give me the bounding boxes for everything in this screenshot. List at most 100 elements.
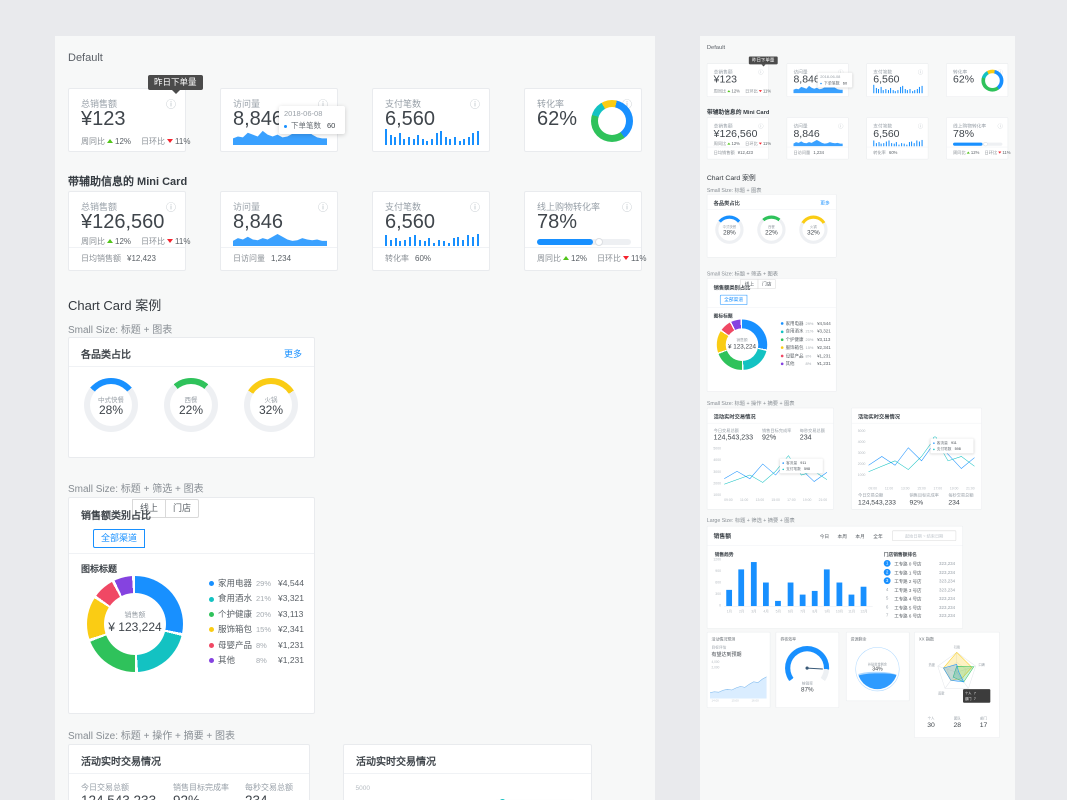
rank-value: 323,234 [939, 578, 956, 584]
bar [409, 237, 412, 246]
trend-value: 12% [115, 137, 132, 146]
mini-card: 访问量 ⓘ 8,846 日访问量 1,234 [220, 191, 338, 271]
legend-name: 家用电器 [218, 578, 253, 588]
bar [433, 243, 436, 246]
section-default-label: Default [706, 44, 726, 51]
info-icon[interactable]: ⓘ [166, 203, 176, 214]
info-icon[interactable]: ⓘ [166, 100, 176, 111]
footer-label: 日访问量 [233, 254, 265, 263]
tooltip-value: 911 [800, 461, 807, 465]
card-value: 8,846 [793, 73, 820, 86]
legend-name: 家用电器 [785, 320, 804, 326]
range-tab-2[interactable]: 本月 [855, 533, 865, 539]
mini-card: 总销售额 ⓘ ¥123 周同比 12% 日环比 11% [68, 88, 190, 152]
gauge-hole [170, 384, 212, 426]
radar-stat-value: 17 [979, 720, 988, 729]
info-icon[interactable]: ⓘ [917, 69, 924, 76]
info-icon[interactable]: ⓘ [758, 123, 764, 130]
bar [890, 143, 893, 147]
bar [914, 90, 916, 94]
info-icon[interactable]: ⓘ [318, 96, 328, 111]
trade-card-summary-bottom: 活动实时交易情况50004000300020001000客流量911支付笔数59… [343, 744, 592, 800]
info-icon[interactable]: ⓘ [318, 203, 328, 214]
more-link[interactable]: 更多 [283, 349, 302, 359]
card-value: ¥126,560 [81, 211, 165, 233]
trend-item: 日环比 11% [745, 89, 771, 95]
legend-value: ¥1,231 [278, 655, 304, 665]
channel-tab-0[interactable]: 全部渠道 [93, 529, 146, 548]
range-tab-1[interactable]: 本周 [837, 533, 848, 539]
bar [467, 137, 470, 145]
info-icon[interactable]: ⓘ [470, 203, 480, 214]
bar [885, 89, 887, 94]
channel-tab-2[interactable]: 门店 [757, 279, 776, 290]
sales-bar [775, 600, 781, 607]
legend-dot [209, 642, 214, 648]
legend-name: 母婴产品 [785, 352, 804, 359]
card-title: 资源剩余 [850, 636, 867, 642]
tooltip-row: 客流量 911 [933, 440, 971, 445]
card-value: ¥123 [713, 73, 738, 86]
sales-bar [787, 582, 794, 607]
pie-donut-chart: 销售额 ¥ 123,224 [87, 576, 183, 672]
rank-name: 工专路 6 号店 [894, 613, 922, 619]
info-icon[interactable]: ⓘ [622, 203, 632, 214]
info-icon[interactable]: ⓘ [917, 123, 924, 130]
bar [476, 131, 479, 145]
bar [893, 143, 895, 147]
summary-value: 92% [761, 433, 777, 442]
range-tab-0[interactable]: 今日 [819, 533, 830, 539]
info-icon[interactable]: ⓘ [997, 123, 1003, 130]
trend-value: 11% [763, 89, 772, 94]
line-chart [868, 437, 975, 472]
card-title: 支付笔数 [873, 123, 893, 129]
legend-value: ¥3,113 [817, 336, 831, 342]
trend-value: 11% [1002, 150, 1011, 156]
bar [417, 135, 420, 145]
legend-pct: 20% [256, 609, 272, 619]
trend-row: 周同比 12% 日环比 11% [714, 89, 777, 95]
legend-row: 母婴产品 8% ¥1,231 [209, 639, 305, 651]
info-icon[interactable]: ⓘ [758, 69, 764, 76]
y-tick: 1000 [857, 473, 866, 477]
info-icon[interactable]: ⓘ [838, 68, 843, 76]
footer-value: 60% [889, 150, 898, 156]
rank-value: 323,234 [939, 604, 956, 610]
channel-tab-2[interactable]: 门店 [165, 499, 200, 518]
gauge-ring: 西餐 22% [757, 215, 786, 244]
mini-bar-chart [385, 234, 479, 246]
info-icon[interactable]: ⓘ [470, 100, 480, 111]
tooltip-name: 客流量 [786, 461, 798, 465]
x-label: 13:00 [901, 486, 910, 491]
section-mini-label: 带辅助信息的 Mini Card [706, 109, 770, 116]
x-label: 11:00 [884, 486, 894, 491]
mini-card: 支付笔数 ⓘ 6,560 [372, 88, 490, 152]
summary-label: 每秒交易总额 [245, 783, 293, 792]
channel-tab-0[interactable]: 全部渠道 [719, 294, 748, 305]
caret-down-icon [623, 256, 630, 260]
bar [896, 142, 898, 147]
dark-tooltip-arrow [761, 64, 766, 67]
bar [899, 86, 901, 94]
card-title: 总销售额 [81, 99, 118, 109]
bar [911, 141, 913, 147]
water-wave-card: 资源剩余 补贴资金剩余 34% [845, 631, 910, 702]
rank-name: 工专路 3 号店 [894, 587, 922, 593]
more-link[interactable]: 更多 [820, 200, 830, 206]
card-divider [69, 247, 185, 248]
bar [898, 144, 900, 147]
bar [921, 85, 923, 94]
info-icon[interactable]: ⓘ [838, 123, 844, 130]
sales-bar [726, 589, 733, 607]
bar [404, 240, 407, 246]
mini-card: 访问量 ⓘ 8,846 日访问量 1,234 [786, 117, 849, 160]
range-tab-3[interactable]: 全年 [873, 533, 883, 539]
legend-dot [780, 346, 784, 350]
legend-value: ¥1,231 [817, 352, 831, 359]
trend-label: 日环比 [141, 137, 166, 146]
pie-center-value: ¥ 123,224 [727, 342, 757, 350]
date-range-picker[interactable]: 起始日期 ~ 结束日期 [892, 530, 957, 542]
pie-donut-chart: 销售额 ¥ 123,224 [716, 319, 768, 370]
gauge-hole [760, 218, 783, 241]
bar [440, 131, 443, 145]
